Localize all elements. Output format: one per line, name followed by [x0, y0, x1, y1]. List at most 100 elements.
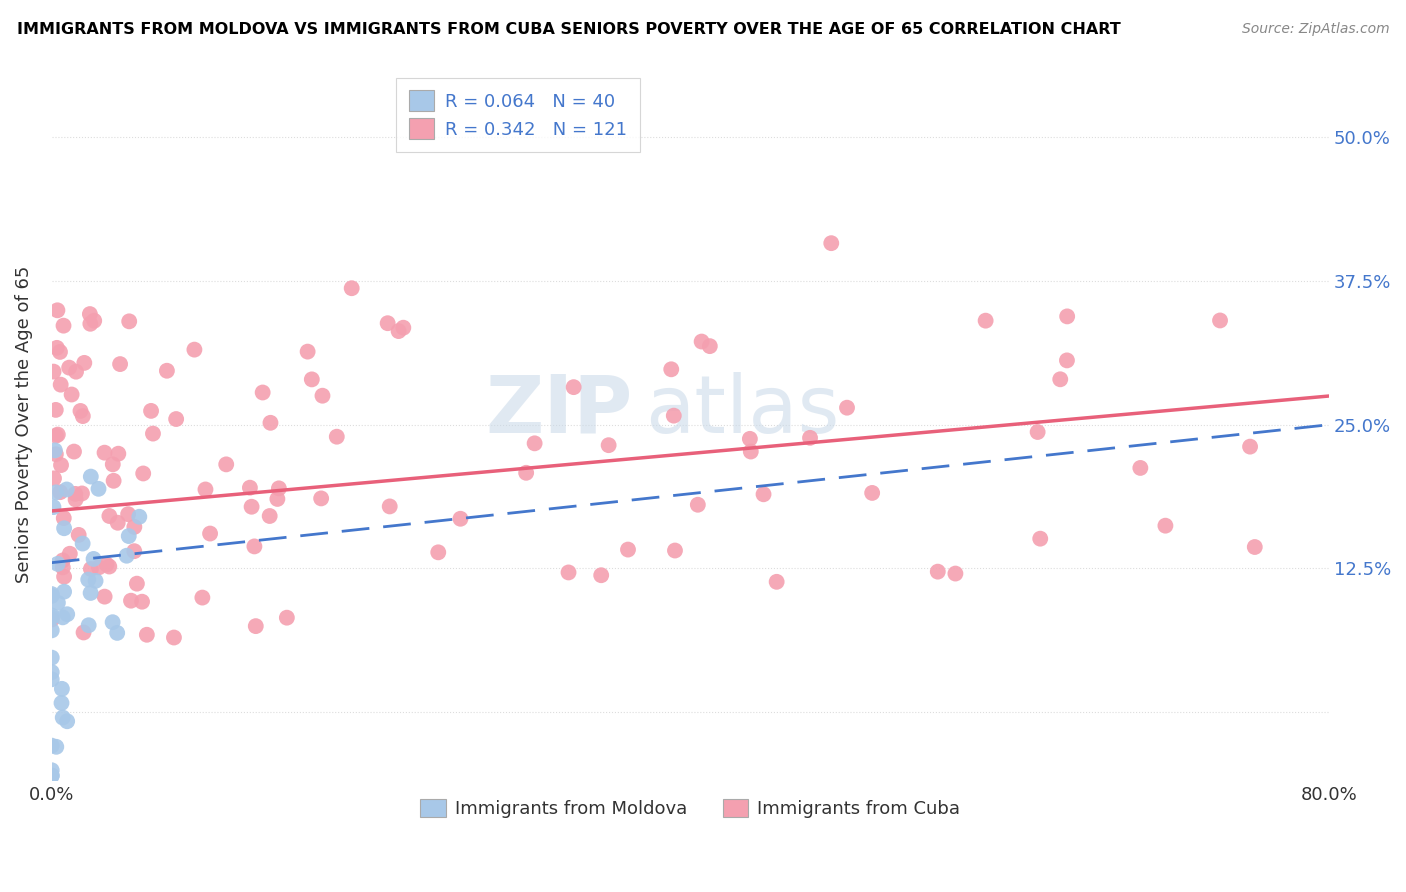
Point	[118, 314, 141, 328]
Point	[60, 387, 83, 401]
Point	[52, 560, 75, 574]
Point	[84, 574, 107, 588]
Point	[215, 458, 238, 472]
Point	[1154, 518, 1177, 533]
Point	[108, 357, 131, 371]
Point	[392, 320, 415, 334]
Point	[72, 625, 94, 640]
Point	[135, 628, 157, 642]
Point	[52, 710, 75, 724]
Point	[79, 317, 101, 331]
Point	[41, 624, 63, 638]
Point	[1239, 440, 1261, 454]
Point	[107, 447, 129, 461]
Point	[752, 487, 775, 501]
Point	[87, 560, 110, 574]
Point	[41, 612, 63, 626]
Point	[515, 466, 537, 480]
Text: IMMIGRANTS FROM MOLDOVA VS IMMIGRANTS FROM CUBA SENIORS POVERTY OVER THE AGE OF : IMMIGRANTS FROM MOLDOVA VS IMMIGRANTS FR…	[17, 22, 1121, 37]
Point	[191, 591, 214, 605]
Point	[49, 345, 72, 359]
Point	[67, 528, 90, 542]
Point	[120, 593, 142, 607]
Point	[46, 303, 69, 318]
Point	[59, 547, 82, 561]
Point	[72, 536, 94, 550]
Point	[49, 485, 72, 500]
Point	[79, 307, 101, 321]
Point	[45, 739, 67, 754]
Point	[118, 529, 141, 543]
Point	[699, 339, 721, 353]
Point	[131, 595, 153, 609]
Point	[80, 469, 103, 483]
Point	[198, 526, 221, 541]
Point	[53, 584, 76, 599]
Point	[65, 487, 87, 501]
Point	[83, 552, 105, 566]
Point	[87, 482, 110, 496]
Point	[165, 412, 187, 426]
Point	[340, 281, 363, 295]
Point	[266, 491, 288, 506]
Point	[101, 458, 124, 472]
Point	[77, 618, 100, 632]
Point	[1056, 310, 1078, 324]
Point	[301, 372, 323, 386]
Point	[51, 696, 73, 710]
Point	[103, 474, 125, 488]
Point	[156, 364, 179, 378]
Point	[83, 314, 105, 328]
Point	[56, 714, 79, 729]
Point	[820, 236, 842, 251]
Point	[79, 586, 101, 600]
Point	[523, 436, 546, 450]
Point	[55, 483, 77, 497]
Point	[42, 365, 65, 379]
Point	[128, 509, 150, 524]
Point	[664, 543, 686, 558]
Point	[860, 486, 883, 500]
Point	[259, 416, 281, 430]
Point	[70, 486, 93, 500]
Point	[69, 404, 91, 418]
Point	[52, 610, 75, 624]
Point	[765, 574, 787, 589]
Point	[41, 665, 63, 680]
Point	[245, 619, 267, 633]
Point	[740, 444, 762, 458]
Point	[105, 626, 128, 640]
Point	[41, 769, 63, 783]
Point	[194, 483, 217, 497]
Point	[945, 566, 967, 581]
Point	[115, 549, 138, 563]
Point	[617, 542, 640, 557]
Point	[98, 509, 121, 524]
Point	[326, 430, 349, 444]
Point	[927, 565, 949, 579]
Point	[46, 427, 69, 442]
Point	[449, 512, 471, 526]
Point	[591, 568, 613, 582]
Point	[41, 610, 63, 624]
Point	[738, 432, 761, 446]
Point	[80, 562, 103, 576]
Legend: Immigrants from Moldova, Immigrants from Cuba: Immigrants from Moldova, Immigrants from…	[413, 791, 967, 825]
Point	[45, 428, 67, 442]
Point	[122, 544, 145, 558]
Point	[259, 508, 281, 523]
Point	[243, 540, 266, 554]
Point	[58, 360, 80, 375]
Point	[53, 570, 76, 584]
Point	[686, 498, 709, 512]
Point	[427, 545, 450, 559]
Point	[557, 566, 579, 580]
Point	[41, 764, 63, 778]
Point	[107, 516, 129, 530]
Point	[598, 438, 620, 452]
Point	[45, 341, 67, 355]
Point	[42, 471, 65, 485]
Point	[252, 385, 274, 400]
Point	[45, 447, 67, 461]
Point	[72, 409, 94, 423]
